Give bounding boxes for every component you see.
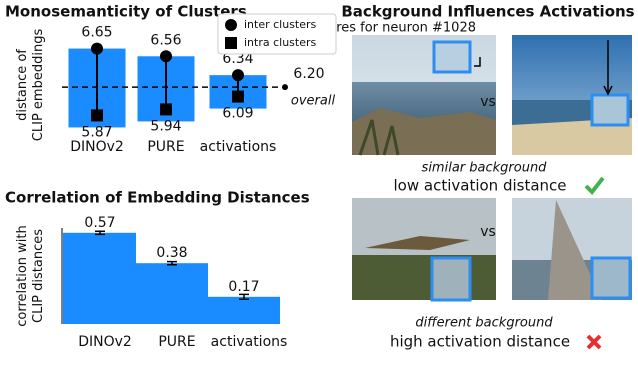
value-label: 5.87 bbox=[81, 124, 112, 140]
photos bbox=[352, 35, 632, 350]
legend-marker bbox=[225, 19, 237, 31]
vs: vs bbox=[480, 224, 496, 240]
x-tick-label: activations bbox=[200, 139, 277, 155]
reference-label: overall bbox=[291, 94, 336, 109]
vs: vs bbox=[480, 94, 496, 110]
value-label: 6.09 bbox=[222, 106, 253, 122]
reference-value: 6.20 bbox=[293, 66, 324, 82]
value-label: 5.94 bbox=[150, 118, 181, 134]
x-tick-label: PURE bbox=[147, 139, 184, 155]
caption: similar background bbox=[422, 161, 548, 176]
x-tick-label: DINOv2 bbox=[70, 139, 124, 155]
bar bbox=[135, 263, 208, 324]
intra-marker bbox=[232, 90, 244, 103]
value-label: 6.65 bbox=[81, 25, 112, 41]
caption: high activation distance bbox=[390, 333, 570, 351]
inter-marker bbox=[91, 42, 103, 55]
y-axis-label: distance ofCLIP embeddings bbox=[15, 29, 46, 142]
x-tick-label: activations bbox=[211, 334, 288, 350]
panel-title: Background Influences Activations bbox=[341, 3, 634, 21]
value-label: 6.34 bbox=[222, 51, 253, 67]
bar bbox=[63, 232, 136, 324]
value-label: 0.57 bbox=[84, 215, 115, 231]
chart-title: Correlation of Embedding Distances bbox=[5, 189, 310, 207]
error-bar bbox=[239, 293, 249, 300]
value-label: 6.56 bbox=[150, 32, 181, 48]
error-bar bbox=[167, 260, 177, 266]
legend-label: intra clusters bbox=[244, 36, 317, 49]
error-bar bbox=[95, 230, 105, 236]
caption: different background bbox=[415, 316, 553, 331]
value-label: 0.38 bbox=[156, 245, 187, 261]
intra-marker bbox=[91, 109, 103, 122]
x-tick-label: PURE bbox=[158, 334, 195, 350]
value-label: 0.17 bbox=[228, 279, 259, 295]
caption: low activation distance bbox=[394, 177, 567, 195]
legend-box bbox=[217, 13, 337, 55]
x-tick-label: DINOv2 bbox=[78, 334, 132, 350]
legend-label: inter clusters bbox=[244, 18, 317, 31]
reference-dot bbox=[282, 84, 288, 91]
inter-marker bbox=[160, 50, 172, 63]
chart-title: Monosemanticity of Clusters bbox=[5, 3, 247, 21]
legend-marker bbox=[225, 37, 237, 49]
intra-marker bbox=[160, 103, 172, 116]
y-axis-label: correlation withCLIP distances bbox=[15, 225, 46, 326]
bar bbox=[207, 296, 280, 324]
inter-marker bbox=[232, 69, 244, 82]
